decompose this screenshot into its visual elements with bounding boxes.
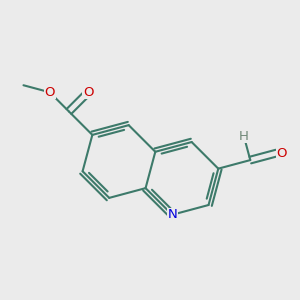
- Text: O: O: [83, 86, 93, 99]
- Text: H: H: [239, 130, 249, 142]
- Text: N: N: [167, 208, 177, 221]
- Text: O: O: [277, 146, 287, 160]
- Text: O: O: [44, 86, 55, 99]
